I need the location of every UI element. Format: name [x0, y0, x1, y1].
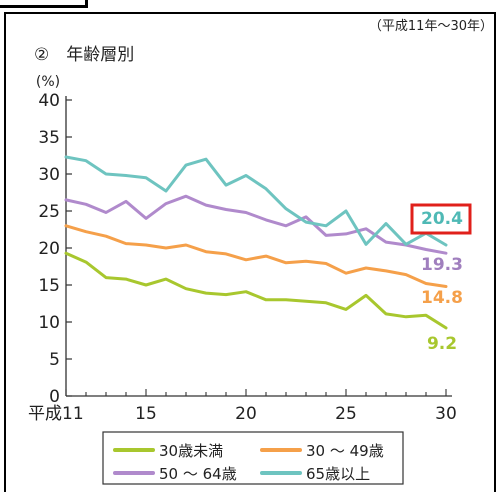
- y-tick-label: 5: [49, 350, 60, 370]
- series-line: [64, 251, 448, 330]
- x-tick-label: 25: [335, 404, 357, 424]
- y-tick-label: 10: [38, 313, 60, 333]
- legend-box: [102, 431, 404, 485]
- series-line: [64, 194, 448, 255]
- end-value-label: 19.3: [421, 255, 463, 275]
- y-tick-label: 25: [38, 202, 60, 222]
- end-label-highlight-box: [410, 203, 472, 235]
- legend-label: 50 〜 64歳: [159, 465, 237, 483]
- legend: 30歳未満 30 〜 49歳 50 〜 64歳 65歳以上: [102, 431, 404, 485]
- header-tab-bar: [0, 0, 88, 8]
- x-tick-label: 平成11: [28, 404, 84, 424]
- end-value-label: 9.2: [427, 334, 457, 354]
- legend-label: 30 〜 49歳: [306, 442, 384, 460]
- y-axis-label: (%): [36, 74, 60, 90]
- end-value-labels: 9.2 14.8 19.3 20.4: [410, 203, 472, 354]
- series-line: [64, 224, 448, 288]
- legend-label: 65歳以上: [306, 465, 370, 483]
- chart-subtitle: ② 年齢層別: [34, 45, 134, 65]
- x-tick-label: 15: [135, 404, 157, 424]
- legend-label: 30歳未満: [159, 442, 223, 460]
- y-tick-label: 40: [38, 91, 60, 111]
- figure-frame: [4, 12, 496, 492]
- y-tick-label: 35: [38, 128, 60, 148]
- axes: 0 5 10 15 20 25 30 35 40 平成11 15 20 25 30: [28, 91, 457, 424]
- y-tick-label: 15: [38, 276, 60, 296]
- y-tick-label: 0: [49, 387, 60, 407]
- end-value-label: 14.8: [421, 288, 463, 308]
- x-tick-label: 30: [435, 404, 457, 424]
- y-tick-label: 30: [38, 165, 60, 185]
- y-tick-label: 20: [38, 239, 60, 259]
- end-value-label: 20.4: [421, 209, 463, 229]
- x-tick-label: 20: [235, 404, 257, 424]
- series-lines: [64, 155, 448, 330]
- series-line: [64, 155, 448, 247]
- period-note: （平成11年〜30年）: [369, 19, 493, 34]
